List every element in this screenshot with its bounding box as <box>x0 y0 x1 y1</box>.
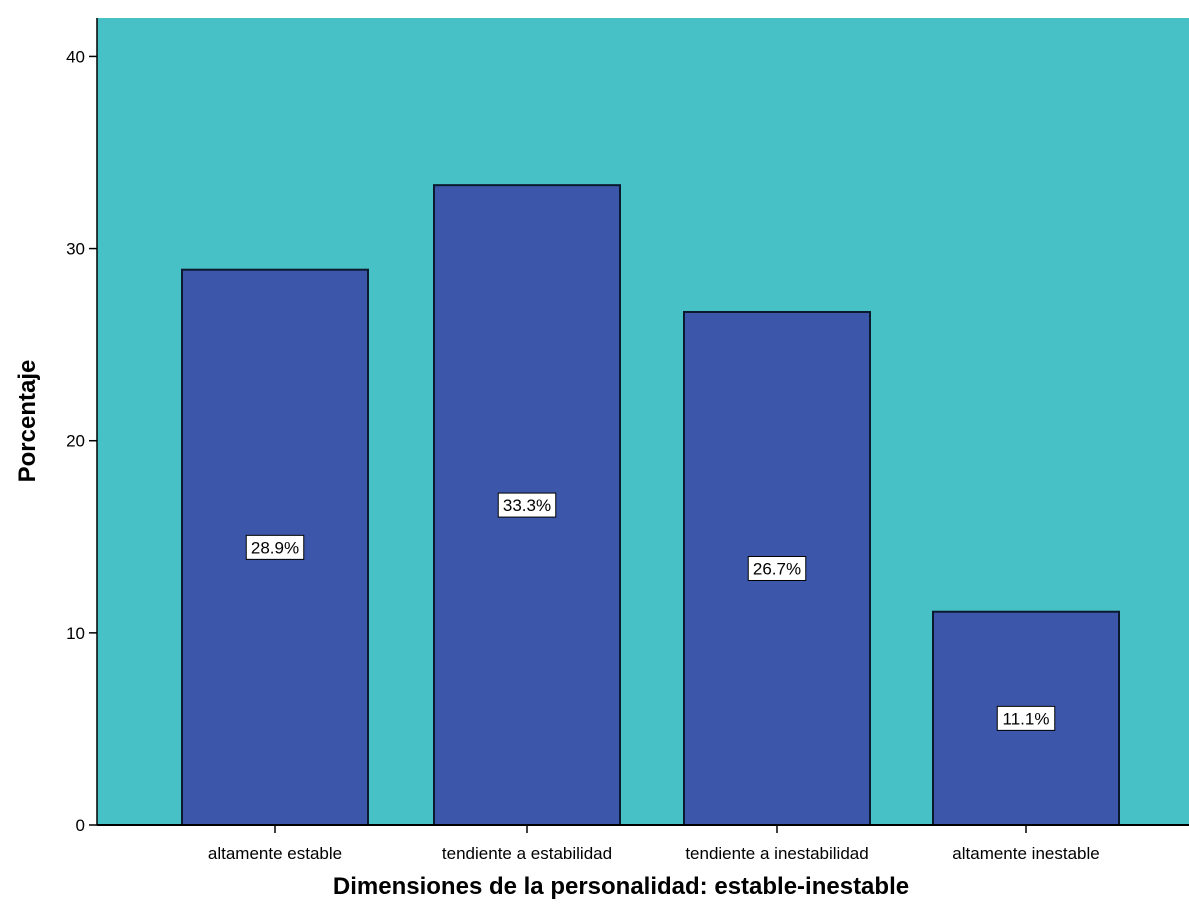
y-ticks-group: 0 10 20 30 40 <box>66 47 97 835</box>
x-tick-label-1: tendiente a estabilidad <box>442 844 612 863</box>
data-label-box-3 <box>996 705 1056 731</box>
data-labels-group: 28.9% 33.3% 26.7% 11.1% <box>245 492 1056 731</box>
data-label-3: 11.1% <box>1003 709 1050 728</box>
x-tick-label-2: tendiente a inestabilidad <box>685 844 868 863</box>
data-label-box-0 <box>245 534 305 560</box>
y-axis-title: Porcentaje <box>14 360 41 483</box>
data-label-1: 33.3% <box>503 496 551 515</box>
y-tick-label-4: 40 <box>66 47 85 66</box>
x-tick-label-3: altamente inestable <box>952 844 1099 863</box>
data-label-0: 28.9% <box>251 538 299 557</box>
x-tick-label-0: altamente estable <box>208 844 342 863</box>
y-tick-label-3: 30 <box>66 240 85 259</box>
x-ticks-group: altamente estable tendiente a estabilidad… <box>208 825 1100 863</box>
data-label-box-1 <box>497 492 557 518</box>
y-tick-label-0: 0 <box>76 816 85 835</box>
x-axis-title: Dimensiones de la personalidad: estable-… <box>333 873 909 900</box>
data-label-box-2 <box>747 555 807 581</box>
y-tick-label-2: 20 <box>66 432 85 451</box>
data-label-2: 26.7% <box>753 559 801 578</box>
y-tick-label-1: 10 <box>66 624 85 643</box>
